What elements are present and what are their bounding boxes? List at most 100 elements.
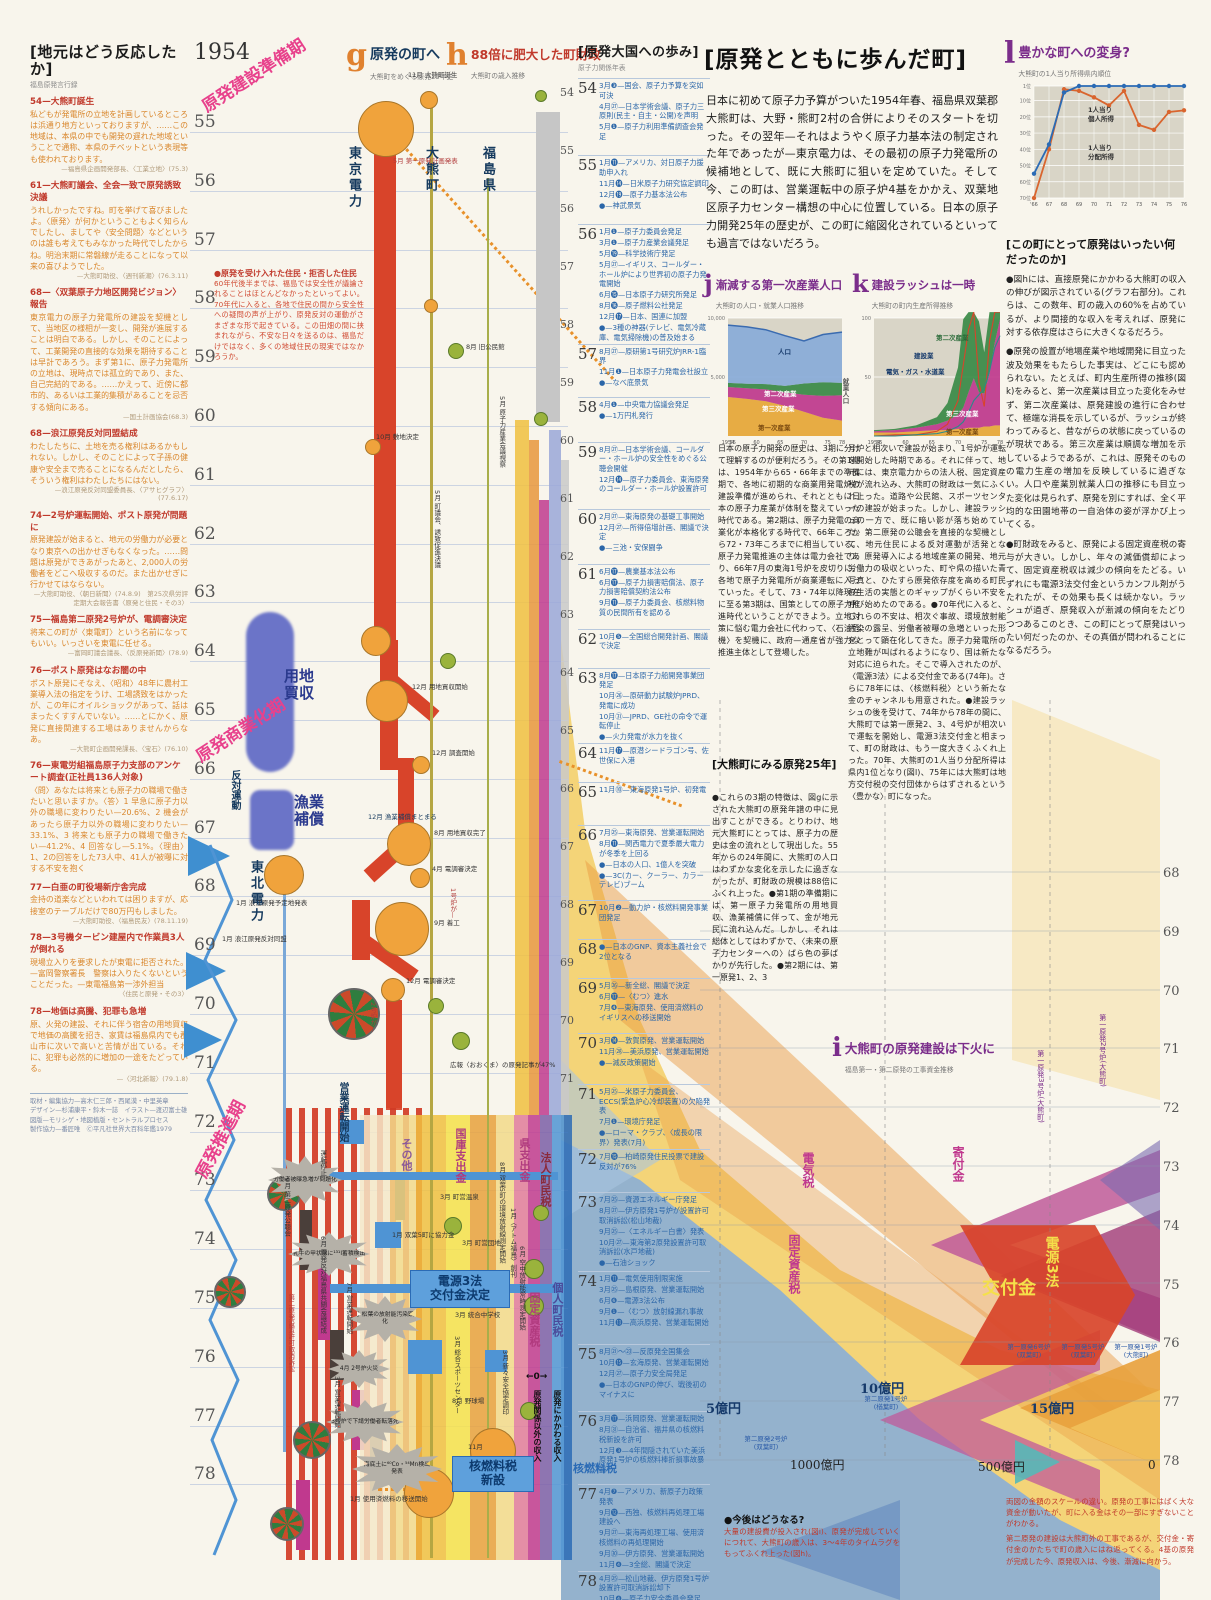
year-numeral: 55: [578, 156, 598, 175]
timeline-annotation: 11月: [468, 1443, 483, 1451]
quote-entry: 75—福島第二原発2号炉が、電調審決定 将来この町が〈東電町〉という名前になっても…: [30, 615, 188, 658]
chart-l-card: l 豊かな町への変身? 大熊町の1人当り所得県内順位 1位 10位 20位 30位 40…: [1004, 39, 1204, 238]
quote-heading: 61—大熊町議会、全会一致で原発誘致決議: [30, 181, 182, 203]
timeline-year-block: 57 8月㉗—原研第1号研究炉JRR-1臨界 11月❶—日本原子力発電会社設立 ●—な…: [578, 343, 710, 397]
incident-starburst: 労働者被曝急増が問題化: [268, 1156, 342, 1204]
chart-k-letter: k: [852, 269, 869, 298]
timeline-year-block: 65 11月⓾—東海原発1号炉、初発電: [578, 782, 710, 825]
year-scale-label: 54: [560, 86, 574, 99]
event-dot: [358, 101, 414, 157]
future-note2-body: 第二原発の建設は大熊町外の工事であるが、交付金・寄付金のかたちで町の歳入にはね返…: [1006, 1534, 1194, 1566]
event-dot: [365, 439, 381, 455]
big-chart-label: 0: [1148, 1458, 1156, 1472]
year-gridline: [190, 1131, 568, 1133]
what-was-npp-column: [この町にとって原発はいったい何だったのか] ●図hには、直接原発にかかわる大熊…: [1006, 238, 1186, 658]
timeline-item: 11月⓱—原潜シードラゴン号、佐世保に入港: [599, 746, 709, 765]
timeline-item: 11月⓾—東海原発1号炉、初発電: [599, 785, 707, 795]
year-gridline: [190, 955, 568, 957]
flow-bar: [363, 823, 427, 883]
year-gridline: [190, 1366, 568, 1368]
radiation-pinwheel: [270, 1507, 304, 1541]
timeline-year-block: 72 7月⓯—柏崎原発住民投票で建設反対が76%: [578, 1149, 710, 1192]
flow-bar: [361, 936, 419, 982]
year-numeral: 74: [578, 1272, 598, 1291]
year-scale-label: 56: [560, 202, 574, 215]
quote-source: —大熊町助役、〈朝日新聞〉(74.8.9) 第25次県労評定期大会報告書〈原発と…: [33, 590, 188, 607]
flow-bar: [386, 1000, 402, 1110]
timeline-item: 8月⓱—日本原子力船開発事業団発足: [599, 670, 705, 690]
left-column-title: [地元はどう反応したか]: [30, 43, 177, 78]
big-chart-label: 第一原発5号炉(双葉町): [1061, 1343, 1105, 1359]
year-gridline: [190, 543, 568, 545]
year-items: 2月㉗—東海原発の基礎工事開始 12月㉗—所得倍増計画、閣議で決定 ●—三池・安保闘…: [599, 512, 710, 564]
big-chart-label: 第一原発2号炉(大熊町): [1098, 1014, 1107, 1087]
svg-text:60: 60: [753, 440, 759, 446]
year-scale-label: 58: [194, 288, 216, 309]
timeline-annotation: 1月 浪江原発予定地発表: [236, 899, 308, 907]
credits-line: 図版—モリシゲ・地図植版・セントラルプロセス: [30, 1116, 169, 1124]
year-items: 7月㉕—資源エネルギー庁発足 8月㉗—伊方原発1号炉が設置許可取消訴訟(松山地裁)…: [599, 1195, 710, 1271]
chart-area-label: 分配所得: [1088, 153, 1114, 161]
timeline-annotation: 9月 着工: [434, 919, 460, 927]
year-gridline: [190, 1308, 568, 1309]
chart-area-label: 1人当り: [1088, 106, 1113, 114]
year-items: 8月㉑〜㉓—反原発全国集会 10月⓯—玄海原発、営業運転開始 12月㉗—原子力安全局…: [599, 1347, 710, 1411]
connector-bar: [485, 1350, 507, 1372]
svg-text:75: 75: [825, 440, 831, 446]
year-numeral: 62: [578, 629, 598, 648]
timeline-annotation: 5月 町議会、誘致促進決議: [432, 490, 441, 568]
money-band: [416, 1115, 446, 1560]
revenue-yellow-wash: [1012, 700, 1160, 1100]
grant-box: 核燃料税 新設: [452, 1456, 534, 1492]
article-block-a: 日本の原子力開発の歴史は、3期に分けて理解するのが便利だろう。その第1期は、19…: [718, 444, 860, 657]
svg-text:75: 75: [981, 440, 987, 446]
chart-area-label: 第二次産業: [764, 390, 797, 398]
svg-text:70: 70: [955, 440, 961, 446]
timeline-year-block: 70 3月⓮—敦賀原発、営業運転開始 11月㉘—美浜原発、営業運転開始 ●—減反政策開…: [578, 1033, 710, 1084]
chart-h-heading: h 88倍に肥大した町財政 大熊町の歳入推移: [446, 41, 601, 82]
quote-source: —国土計画協会(68.3): [122, 412, 188, 421]
timeline-annotation: 5月 原子力産業会議視察: [497, 396, 506, 468]
svg-text:60位: 60位: [1020, 179, 1031, 186]
flow-bar: [374, 148, 396, 648]
timeline-item: 7月❹—東海原発、使用済燃料のイギリスへの移送開始: [599, 1003, 704, 1022]
quote-body: 原、火発の建設、それに伴う宿舎の用地買収で地価の高騰を招き、家賃は福島県内でも郡…: [30, 1019, 188, 1074]
year-items: 3月⓮—敦賀原発、営業運転開始 11月㉘—美浜原発、営業運転開始 ●—減反政策開始: [599, 1036, 710, 1084]
big-chart-label: 第一原発6号炉(双葉町): [1007, 1343, 1051, 1359]
year-gridline: [190, 1425, 568, 1427]
credits-line: 取材・編集協力—高木仁三郎・西尾漠・中里英章: [30, 1098, 169, 1106]
year-numeral: 68: [578, 940, 598, 959]
year-gridline: [190, 837, 568, 839]
year-scale-label: 57: [560, 260, 574, 273]
chart-j-title: 漸減する第一次産業人口: [715, 278, 843, 292]
quote-source: 〈住民と原発・その3〉: [118, 990, 188, 999]
year-gridline: [190, 778, 568, 780]
entity-label: 大熊町: [423, 146, 438, 194]
timeline-year-block: 69 5月㉖—新全総、閣議で決定 6月⓱—〈むつ〉進水 7月❹—東海原発、使用済燃料の…: [578, 978, 710, 1033]
flow-bar: [352, 900, 370, 960]
timeline-year-block: 54 3月❸—国会、原子力予算を突如可決 4月㉗—日本学術会議、原子力三原則(民主・…: [578, 78, 710, 155]
timeline-annotation: 3月 総合スポーツセンター: [452, 1336, 461, 1414]
svg-text:65: 65: [777, 440, 783, 446]
svg-text:5,000: 5,000: [711, 375, 725, 381]
timeline-item: 8月⓫—関西電力で夏季最大電力が冬季を上回る: [599, 839, 705, 858]
timeline-item: 6月⓱—農業基本法公布: [599, 566, 676, 576]
quote-body: うれしかったですね。町を挙げて喜びましたよ。〈原発〉が何かということもよく知らん…: [30, 205, 188, 271]
timeline-annotation: 2号炉が—: [368, 1002, 377, 1033]
svg-text:100: 100: [861, 316, 871, 322]
year-numeral: 66: [578, 826, 598, 845]
scale-note-body: 両図の金額のスケールの違い。原発の工事にはばく大な資金が動いたが、町に入る金はそ…: [1006, 1497, 1194, 1529]
year-scale-label: 71: [194, 1052, 216, 1073]
revenue-band-label: 国庫支出金: [454, 1128, 467, 1183]
money-scale-gridlines: [719, 700, 1051, 1460]
timeline-item: 10月❷—動力炉・核燃料開発事業団発足: [599, 903, 709, 922]
svg-text:10,000: 10,000: [708, 316, 726, 322]
chart-h-subtitle: 大熊町の歳入推移: [470, 72, 526, 80]
timeline-item: ●—なべ底景気: [599, 378, 649, 388]
timeline-item: 12月㉗—所得倍増計画、閣議で決定: [599, 522, 709, 542]
mid-column-title: [原発大国への歩み]: [578, 45, 699, 60]
svg-text:70: 70: [1091, 202, 1097, 208]
timeline-annotation: 5月 第一原発計画発表: [393, 157, 458, 165]
year-numeral: 54: [578, 79, 598, 98]
event-dot: [410, 868, 430, 888]
